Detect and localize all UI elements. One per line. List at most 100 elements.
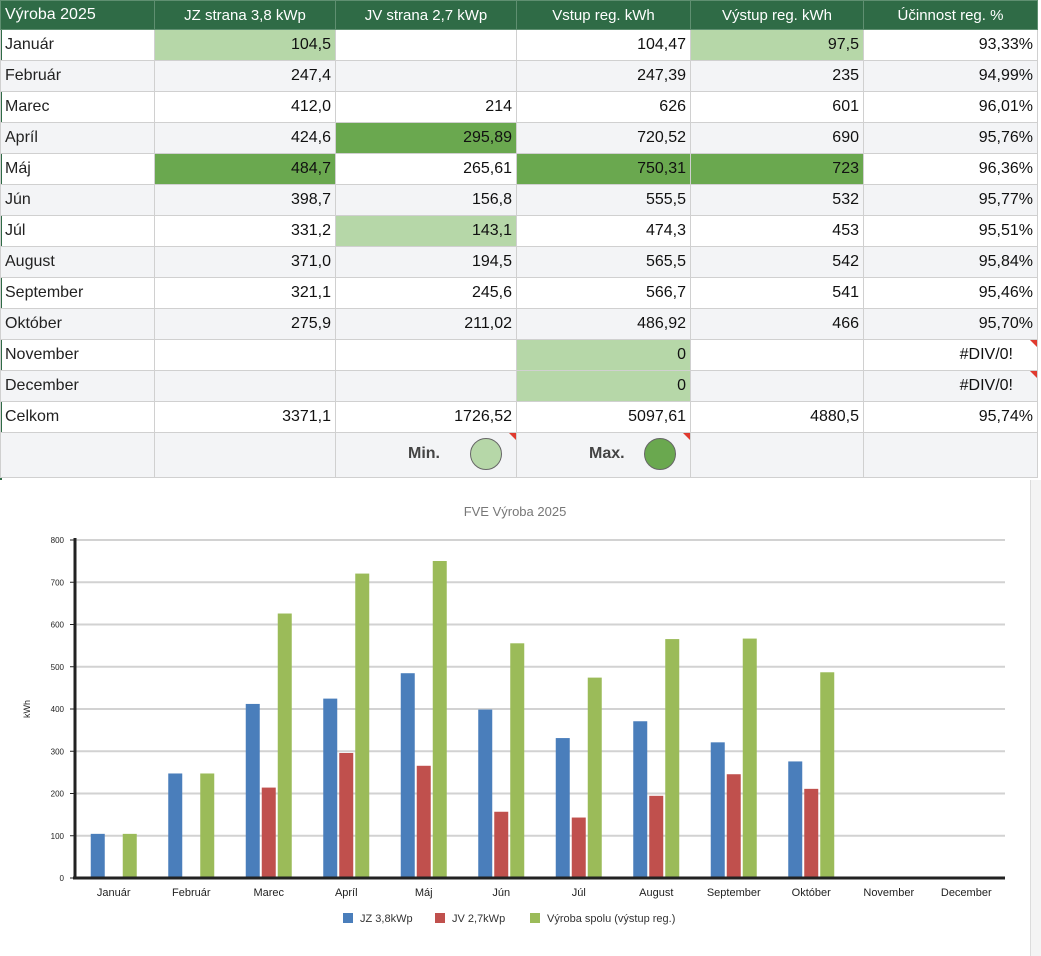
value-cell[interactable]: 690 — [690, 122, 864, 154]
total-cell[interactable]: 4880,5 — [690, 401, 864, 433]
value-cell[interactable] — [154, 339, 336, 371]
header-cell[interactable]: Vstup reg. kWh — [516, 0, 691, 30]
value-cell[interactable]: 214 — [335, 91, 517, 123]
value-cell[interactable]: 486,92 — [516, 308, 691, 340]
value-cell[interactable]: 95,46% — [863, 277, 1038, 309]
value-cell[interactable]: 626 — [516, 91, 691, 123]
total-label[interactable]: Celkom — [0, 401, 155, 433]
value-cell[interactable]: 95,77% — [863, 184, 1038, 216]
value-cell[interactable] — [335, 60, 517, 92]
value-cell[interactable]: 371,0 — [154, 246, 336, 278]
value-cell[interactable]: 601 — [690, 91, 864, 123]
value-cell[interactable]: 211,02 — [335, 308, 517, 340]
value-cell[interactable]: 275,9 — [154, 308, 336, 340]
value-cell[interactable]: 95,84% — [863, 246, 1038, 278]
bar — [416, 765, 431, 878]
legend-cell[interactable] — [154, 432, 336, 478]
value-cell[interactable]: 424,6 — [154, 122, 336, 154]
x-tick-label: Marec — [253, 887, 284, 899]
value-cell[interactable]: 95,76% — [863, 122, 1038, 154]
value-cell[interactable]: 532 — [690, 184, 864, 216]
legend-cell[interactable] — [863, 432, 1038, 478]
value-cell[interactable]: 96,36% — [863, 153, 1038, 185]
comment-marker-icon[interactable] — [1030, 371, 1037, 378]
value-cell[interactable]: 156,8 — [335, 184, 517, 216]
legend-label: JZ 3,8kWp — [360, 913, 413, 925]
value-cell[interactable]: 0 — [516, 339, 691, 371]
month-cell[interactable]: Január — [0, 29, 155, 61]
month-cell[interactable]: Júl — [0, 215, 155, 247]
legend-cell[interactable] — [690, 432, 864, 478]
month-cell[interactable]: Jún — [0, 184, 155, 216]
value-cell[interactable] — [335, 339, 517, 371]
value-cell[interactable]: 321,1 — [154, 277, 336, 309]
value-cell[interactable]: 104,47 — [516, 29, 691, 61]
total-cell[interactable]: 5097,61 — [516, 401, 691, 433]
value-cell[interactable]: 97,5 — [690, 29, 864, 61]
header-cell[interactable]: Výstup reg. kWh — [690, 0, 864, 30]
value-cell[interactable]: 235 — [690, 60, 864, 92]
comment-marker-icon[interactable] — [509, 433, 516, 440]
value-cell[interactable]: 723 — [690, 153, 864, 185]
value-cell[interactable]: #DIV/0! — [863, 370, 1038, 402]
value-cell[interactable]: 245,6 — [335, 277, 517, 309]
comment-marker-icon[interactable] — [683, 433, 690, 440]
value-cell[interactable]: 566,7 — [516, 277, 691, 309]
month-cell[interactable]: November — [0, 339, 155, 371]
value-cell[interactable]: 720,52 — [516, 122, 691, 154]
value-cell[interactable]: 247,4 — [154, 60, 336, 92]
value-cell[interactable]: 93,33% — [863, 29, 1038, 61]
month-cell[interactable]: Marec — [0, 91, 155, 123]
header-cell[interactable]: JV strana 2,7 kWp — [335, 0, 517, 30]
value-cell[interactable]: 541 — [690, 277, 864, 309]
value-cell[interactable]: 143,1 — [335, 215, 517, 247]
value-cell[interactable]: #DIV/0! — [863, 339, 1038, 371]
legend-cell[interactable]: Max. — [516, 432, 691, 478]
month-cell[interactable]: December — [0, 370, 155, 402]
comment-marker-icon[interactable] — [1030, 340, 1037, 347]
value-cell[interactable]: 466 — [690, 308, 864, 340]
value-cell[interactable]: 565,5 — [516, 246, 691, 278]
value-cell[interactable]: 194,5 — [335, 246, 517, 278]
value-cell[interactable]: 104,5 — [154, 29, 336, 61]
month-cell[interactable]: Február — [0, 60, 155, 92]
value-cell[interactable] — [335, 370, 517, 402]
value-cell[interactable]: 750,31 — [516, 153, 691, 185]
value-cell[interactable]: 247,39 — [516, 60, 691, 92]
value-cell[interactable]: 96,01% — [863, 91, 1038, 123]
value-cell[interactable]: 265,61 — [335, 153, 517, 185]
month-cell[interactable]: September — [0, 277, 155, 309]
value-cell[interactable]: 555,5 — [516, 184, 691, 216]
table-row: August 371,0 194,5 565,5 542 95,84% — [0, 246, 1038, 278]
value-cell[interactable] — [690, 370, 864, 402]
value-cell[interactable] — [154, 370, 336, 402]
value-cell[interactable]: 542 — [690, 246, 864, 278]
value-cell[interactable]: 453 — [690, 215, 864, 247]
legend-label: JV 2,7kWp — [452, 913, 505, 925]
month-cell[interactable]: Máj — [0, 153, 155, 185]
month-cell[interactable]: August — [0, 246, 155, 278]
value-cell[interactable]: 474,3 — [516, 215, 691, 247]
value-cell[interactable]: 0 — [516, 370, 691, 402]
value-cell[interactable]: 484,7 — [154, 153, 336, 185]
month-cell[interactable]: Október — [0, 308, 155, 340]
value-cell[interactable]: 412,0 — [154, 91, 336, 123]
header-cell[interactable]: JZ strana 3,8 kWp — [154, 0, 336, 30]
value-cell[interactable]: 94,99% — [863, 60, 1038, 92]
value-cell[interactable]: 398,7 — [154, 184, 336, 216]
value-cell[interactable]: 95,70% — [863, 308, 1038, 340]
value-cell[interactable]: 331,2 — [154, 215, 336, 247]
total-cell[interactable]: 1726,52 — [335, 401, 517, 433]
header-cell[interactable]: Výroba 2025 — [0, 0, 155, 30]
header-cell[interactable]: Účinnost reg. % — [863, 0, 1038, 30]
value-cell[interactable]: 295,89 — [335, 122, 517, 154]
legend-cell[interactable]: Min. — [335, 432, 517, 478]
month-cell[interactable]: Apríl — [0, 122, 155, 154]
value-cell[interactable] — [335, 29, 517, 61]
total-cell[interactable]: 95,74% — [863, 401, 1038, 433]
legend-swatch — [530, 913, 540, 923]
value-cell[interactable]: 95,51% — [863, 215, 1038, 247]
total-cell[interactable]: 3371,1 — [154, 401, 336, 433]
legend-cell[interactable] — [0, 432, 155, 478]
value-cell[interactable] — [690, 339, 864, 371]
